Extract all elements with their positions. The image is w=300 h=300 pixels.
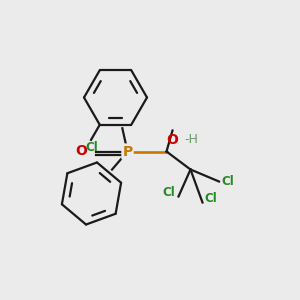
- Text: P: P: [122, 145, 133, 158]
- Text: -H: -H: [184, 133, 198, 146]
- Text: Cl: Cl: [204, 192, 217, 205]
- Text: O: O: [167, 133, 178, 147]
- Text: Cl: Cl: [221, 175, 234, 188]
- Text: O: O: [76, 144, 88, 158]
- Text: Cl: Cl: [85, 141, 98, 154]
- Text: Cl: Cl: [163, 186, 176, 199]
